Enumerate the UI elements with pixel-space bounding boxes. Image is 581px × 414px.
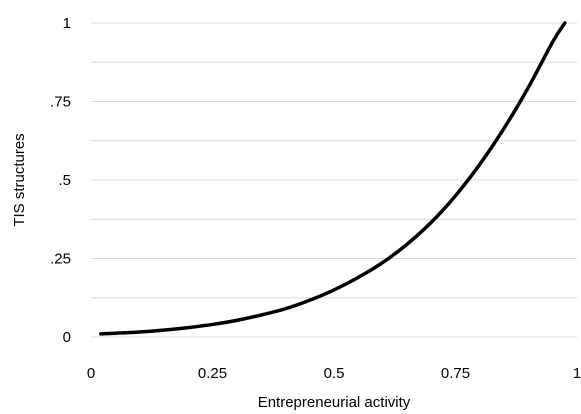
grid-lines: [91, 22, 577, 338]
y-axis-ticks: 0 .25 .5 .75 1: [50, 15, 71, 346]
y-axis-label: TIS structures: [11, 133, 28, 226]
x-tick-label: 0: [87, 365, 95, 382]
y-tick-label: .75: [50, 94, 71, 111]
y-tick-label: 0: [63, 329, 71, 346]
x-tick-label: 0.5: [324, 365, 345, 382]
x-tick-label: 0.75: [441, 365, 470, 382]
series-layer: [98, 21, 567, 336]
x-tick-label: 0.25: [198, 365, 227, 382]
x-tick-label: 1: [573, 365, 581, 382]
y-tick-label: 1: [63, 15, 71, 32]
y-tick-label: .25: [50, 251, 71, 268]
x-axis-ticks: 0 0.25 0.5 0.75 1: [87, 365, 581, 382]
y-tick-label: .5: [58, 172, 71, 189]
x-axis-label: Entrepreneurial activity: [258, 394, 411, 411]
series-line: [98, 21, 567, 336]
